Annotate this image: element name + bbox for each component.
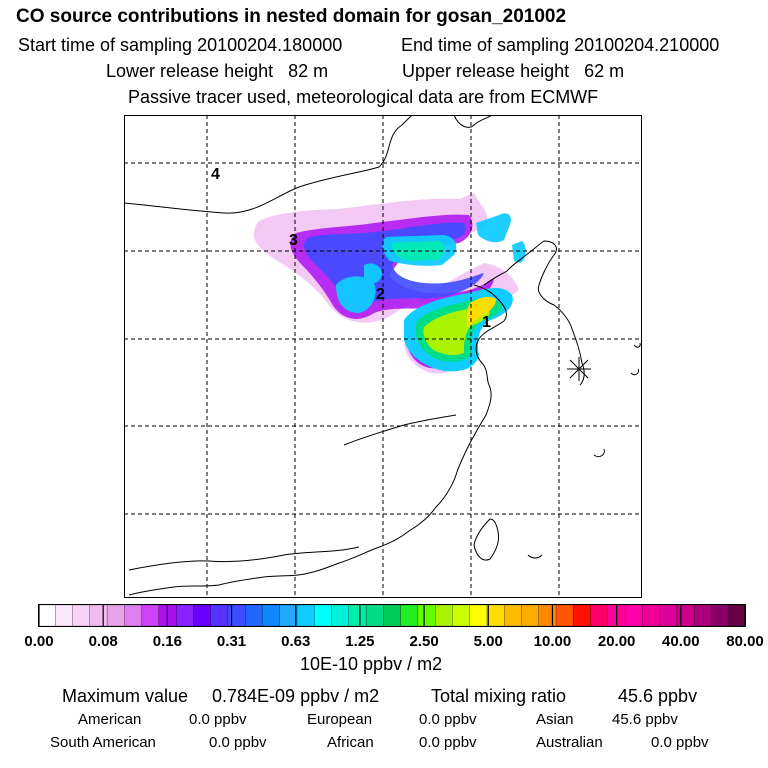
colorbar-cell [538, 604, 557, 627]
colorbar-cell [89, 604, 108, 627]
lower-release-height: Lower release height 82 m [106, 61, 329, 81]
region-asian-label: Asian [536, 711, 574, 728]
colorbar-cell [676, 604, 695, 627]
colorbar-tick-label: 5.00 [473, 633, 503, 650]
region-australian-value: 0.0 ppbv [651, 734, 709, 751]
colorbar-cell [245, 604, 263, 627]
source-label-2: 2 [376, 286, 385, 303]
region-south-american-value: 0.0 ppbv [209, 734, 267, 751]
colorbar-cell [624, 604, 643, 627]
region-european-value: 0.0 ppbv [419, 711, 477, 728]
plot-title: CO source contributions in nested domain… [16, 6, 567, 27]
colorbar-cell [728, 604, 746, 627]
colorbar-cell [193, 604, 212, 627]
colorbar-tick-label: 40.00 [662, 633, 700, 650]
colorbar-tick-label: 20.00 [597, 633, 636, 650]
colorbar-cell [383, 604, 402, 627]
upper-release-height: Upper release height 62 m [402, 61, 625, 81]
colorbar-tick-label: 2.50 [409, 633, 439, 650]
colorbar-cell [348, 604, 367, 627]
concentration-map: 1 2 3 4 [124, 115, 642, 598]
colorbar-cell [573, 604, 592, 627]
colorbar-cell [262, 604, 281, 627]
colorbar-cell [486, 604, 505, 627]
colorbar-cell [659, 604, 678, 627]
colorbar-tick-label: 0.63 [281, 633, 311, 650]
colorbar-cell [435, 604, 453, 627]
tracer-note: Passive tracer used, meteorological data… [128, 87, 599, 107]
region-european-label: European [307, 711, 373, 728]
colorbar-cell [106, 604, 125, 627]
colorbar-cell [72, 604, 91, 627]
total-mixing-value: 45.6 ppbv [618, 686, 698, 706]
max-value: 0.784E-09 ppbv / m2 [212, 686, 380, 706]
region-south-american-label: South American [50, 734, 156, 751]
colorbar-cell [38, 604, 56, 627]
colorbar-cell [331, 604, 350, 627]
colorbar-cell [296, 604, 315, 627]
colorbar-cell [417, 604, 436, 627]
region-african-label: African [327, 734, 374, 751]
colorbar-tick-label: 80.00 [726, 633, 764, 650]
colorbar-unit: 10E-10 ppbv / m2 [300, 654, 443, 674]
colorbar-cell [711, 604, 730, 627]
region-african-value: 0.0 ppbv [419, 734, 477, 751]
colorbar-cell [469, 604, 488, 627]
region-american-label: American [78, 711, 142, 728]
region-american-value: 0.0 ppbv [189, 711, 247, 728]
colorbar-cell [141, 604, 160, 627]
colorbar-cell [590, 604, 609, 627]
colorbar-tick-label: 0.16 [152, 633, 182, 650]
source-label-3: 3 [289, 232, 298, 249]
total-mixing-label: Total mixing ratio [431, 686, 567, 706]
end-time-label: End time of sampling 20100204.210000 [401, 35, 720, 55]
colorbar [38, 604, 746, 627]
start-time-label: Start time of sampling 20100204.180000 [18, 35, 343, 55]
plume-shandong [404, 288, 513, 372]
colorbar-cell [400, 604, 419, 627]
colorbar-cell [452, 604, 471, 627]
colorbar-cell [521, 604, 540, 627]
source-label-4: 4 [211, 166, 220, 183]
colorbar-cell [124, 604, 143, 627]
max-value-label: Maximum value [62, 686, 189, 706]
coastlines [124, 115, 641, 596]
receptor-marker-icon [567, 357, 591, 381]
colorbar-cell [314, 604, 333, 627]
colorbar-cell [504, 604, 522, 627]
colorbar-tick-label: 10.00 [533, 633, 572, 650]
colorbar-cell [365, 604, 384, 627]
colorbar-cell [642, 604, 661, 627]
region-asian-value: 45.6 ppbv [612, 711, 678, 728]
colorbar-cell [694, 604, 712, 627]
colorbar-tick-label: 0.31 [216, 633, 247, 650]
region-australian-label: Australian [536, 734, 603, 751]
colorbar-tick-label: 0.00 [24, 633, 54, 650]
colorbar-cell [227, 604, 246, 627]
colorbar-cell [210, 604, 229, 627]
colorbar-cell [55, 604, 73, 627]
colorbar-cell [279, 604, 298, 627]
map-frame [124, 115, 642, 598]
lat-lon-grid [124, 115, 642, 598]
colorbar-tick-label: 1.25 [345, 633, 375, 650]
colorbar-cell [175, 604, 194, 627]
colorbar-tick-label: 0.08 [88, 633, 118, 650]
colorbar-cell [555, 604, 574, 627]
source-label-1: 1 [482, 314, 491, 331]
